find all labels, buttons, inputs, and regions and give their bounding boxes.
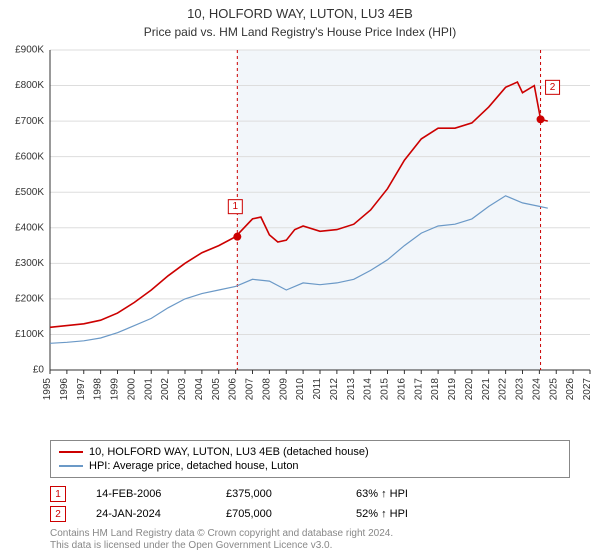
svg-text:2009: 2009	[278, 378, 289, 401]
callout-marker-1: 1	[50, 486, 66, 502]
legend-box: 10, HOLFORD WAY, LUTON, LU3 4EB (detache…	[50, 440, 570, 478]
svg-text:£100K: £100K	[15, 329, 44, 340]
svg-text:2027: 2027	[582, 378, 593, 401]
svg-text:£900K: £900K	[15, 45, 44, 56]
svg-text:£200K: £200K	[15, 294, 44, 305]
svg-text:£800K: £800K	[15, 80, 44, 91]
svg-text:2000: 2000	[126, 378, 137, 401]
svg-text:£400K: £400K	[15, 222, 44, 233]
svg-text:£700K: £700K	[15, 116, 44, 127]
svg-text:2023: 2023	[515, 378, 526, 401]
callout-row: 1 14-FEB-2006 £375,000 63% ↑ HPI	[50, 484, 456, 504]
footer-line-2: This data is licensed under the Open Gov…	[50, 540, 393, 552]
callout-price-2: £705,000	[226, 508, 326, 520]
legend-row: HPI: Average price, detached house, Luto…	[59, 459, 561, 473]
svg-text:2013: 2013	[346, 378, 357, 401]
svg-text:2005: 2005	[211, 378, 222, 401]
legend-label-1: 10, HOLFORD WAY, LUTON, LU3 4EB (detache…	[89, 446, 369, 458]
svg-text:2001: 2001	[143, 378, 154, 401]
svg-text:2: 2	[550, 82, 556, 93]
svg-text:£300K: £300K	[15, 258, 44, 269]
svg-text:2002: 2002	[160, 378, 171, 401]
svg-text:2016: 2016	[396, 378, 407, 401]
legend-swatch-1	[59, 451, 83, 453]
svg-text:2007: 2007	[245, 378, 256, 401]
svg-text:2017: 2017	[413, 378, 424, 401]
chart-container: 10, HOLFORD WAY, LUTON, LU3 4EB Price pa…	[0, 0, 600, 560]
callout-date-1: 14-FEB-2006	[96, 488, 196, 500]
svg-text:2015: 2015	[380, 378, 391, 401]
svg-text:£0: £0	[33, 365, 45, 376]
chart-title-line2: Price paid vs. HM Land Registry's House …	[0, 23, 600, 39]
svg-text:1995: 1995	[42, 378, 53, 401]
legend-label-2: HPI: Average price, detached house, Luto…	[89, 460, 299, 472]
callout-pct-1: 63% ↑ HPI	[356, 488, 456, 500]
svg-text:2011: 2011	[312, 378, 323, 400]
callout-price-1: £375,000	[226, 488, 326, 500]
svg-text:1997: 1997	[76, 378, 87, 401]
svg-text:1996: 1996	[59, 378, 70, 401]
svg-text:£500K: £500K	[15, 187, 44, 198]
callout-table: 1 14-FEB-2006 £375,000 63% ↑ HPI 2 24-JA…	[50, 484, 456, 524]
svg-text:2006: 2006	[228, 378, 239, 401]
svg-text:2022: 2022	[498, 378, 509, 401]
svg-text:2004: 2004	[194, 378, 205, 401]
svg-text:2008: 2008	[261, 378, 272, 401]
svg-text:2024: 2024	[531, 378, 542, 401]
legend-swatch-2	[59, 465, 83, 467]
callout-row: 2 24-JAN-2024 £705,000 52% ↑ HPI	[50, 504, 456, 524]
callout-marker-2: 2	[50, 506, 66, 522]
svg-text:2025: 2025	[548, 378, 559, 401]
svg-text:2012: 2012	[329, 378, 340, 401]
svg-text:1998: 1998	[93, 378, 104, 401]
svg-text:2021: 2021	[481, 378, 492, 401]
svg-text:2019: 2019	[447, 378, 458, 401]
svg-text:2003: 2003	[177, 378, 188, 401]
legend-row: 10, HOLFORD WAY, LUTON, LU3 4EB (detache…	[59, 445, 561, 459]
svg-text:2020: 2020	[464, 378, 475, 401]
footer-line-1: Contains HM Land Registry data © Crown c…	[50, 528, 393, 540]
callout-date-2: 24-JAN-2024	[96, 508, 196, 520]
svg-text:2010: 2010	[295, 378, 306, 401]
svg-text:2026: 2026	[565, 378, 576, 401]
chart-svg: £0£100K£200K£300K£400K£500K£600K£700K£80…	[50, 50, 590, 440]
chart-area: £0£100K£200K£300K£400K£500K£600K£700K£80…	[50, 50, 590, 400]
chart-title-line1: 10, HOLFORD WAY, LUTON, LU3 4EB	[0, 0, 600, 23]
svg-text:1: 1	[233, 201, 239, 212]
svg-text:£600K: £600K	[15, 151, 44, 162]
svg-text:1999: 1999	[110, 378, 121, 401]
svg-text:2018: 2018	[430, 378, 441, 401]
footer-text: Contains HM Land Registry data © Crown c…	[50, 528, 393, 552]
svg-text:2014: 2014	[363, 378, 374, 401]
callout-pct-2: 52% ↑ HPI	[356, 508, 456, 520]
